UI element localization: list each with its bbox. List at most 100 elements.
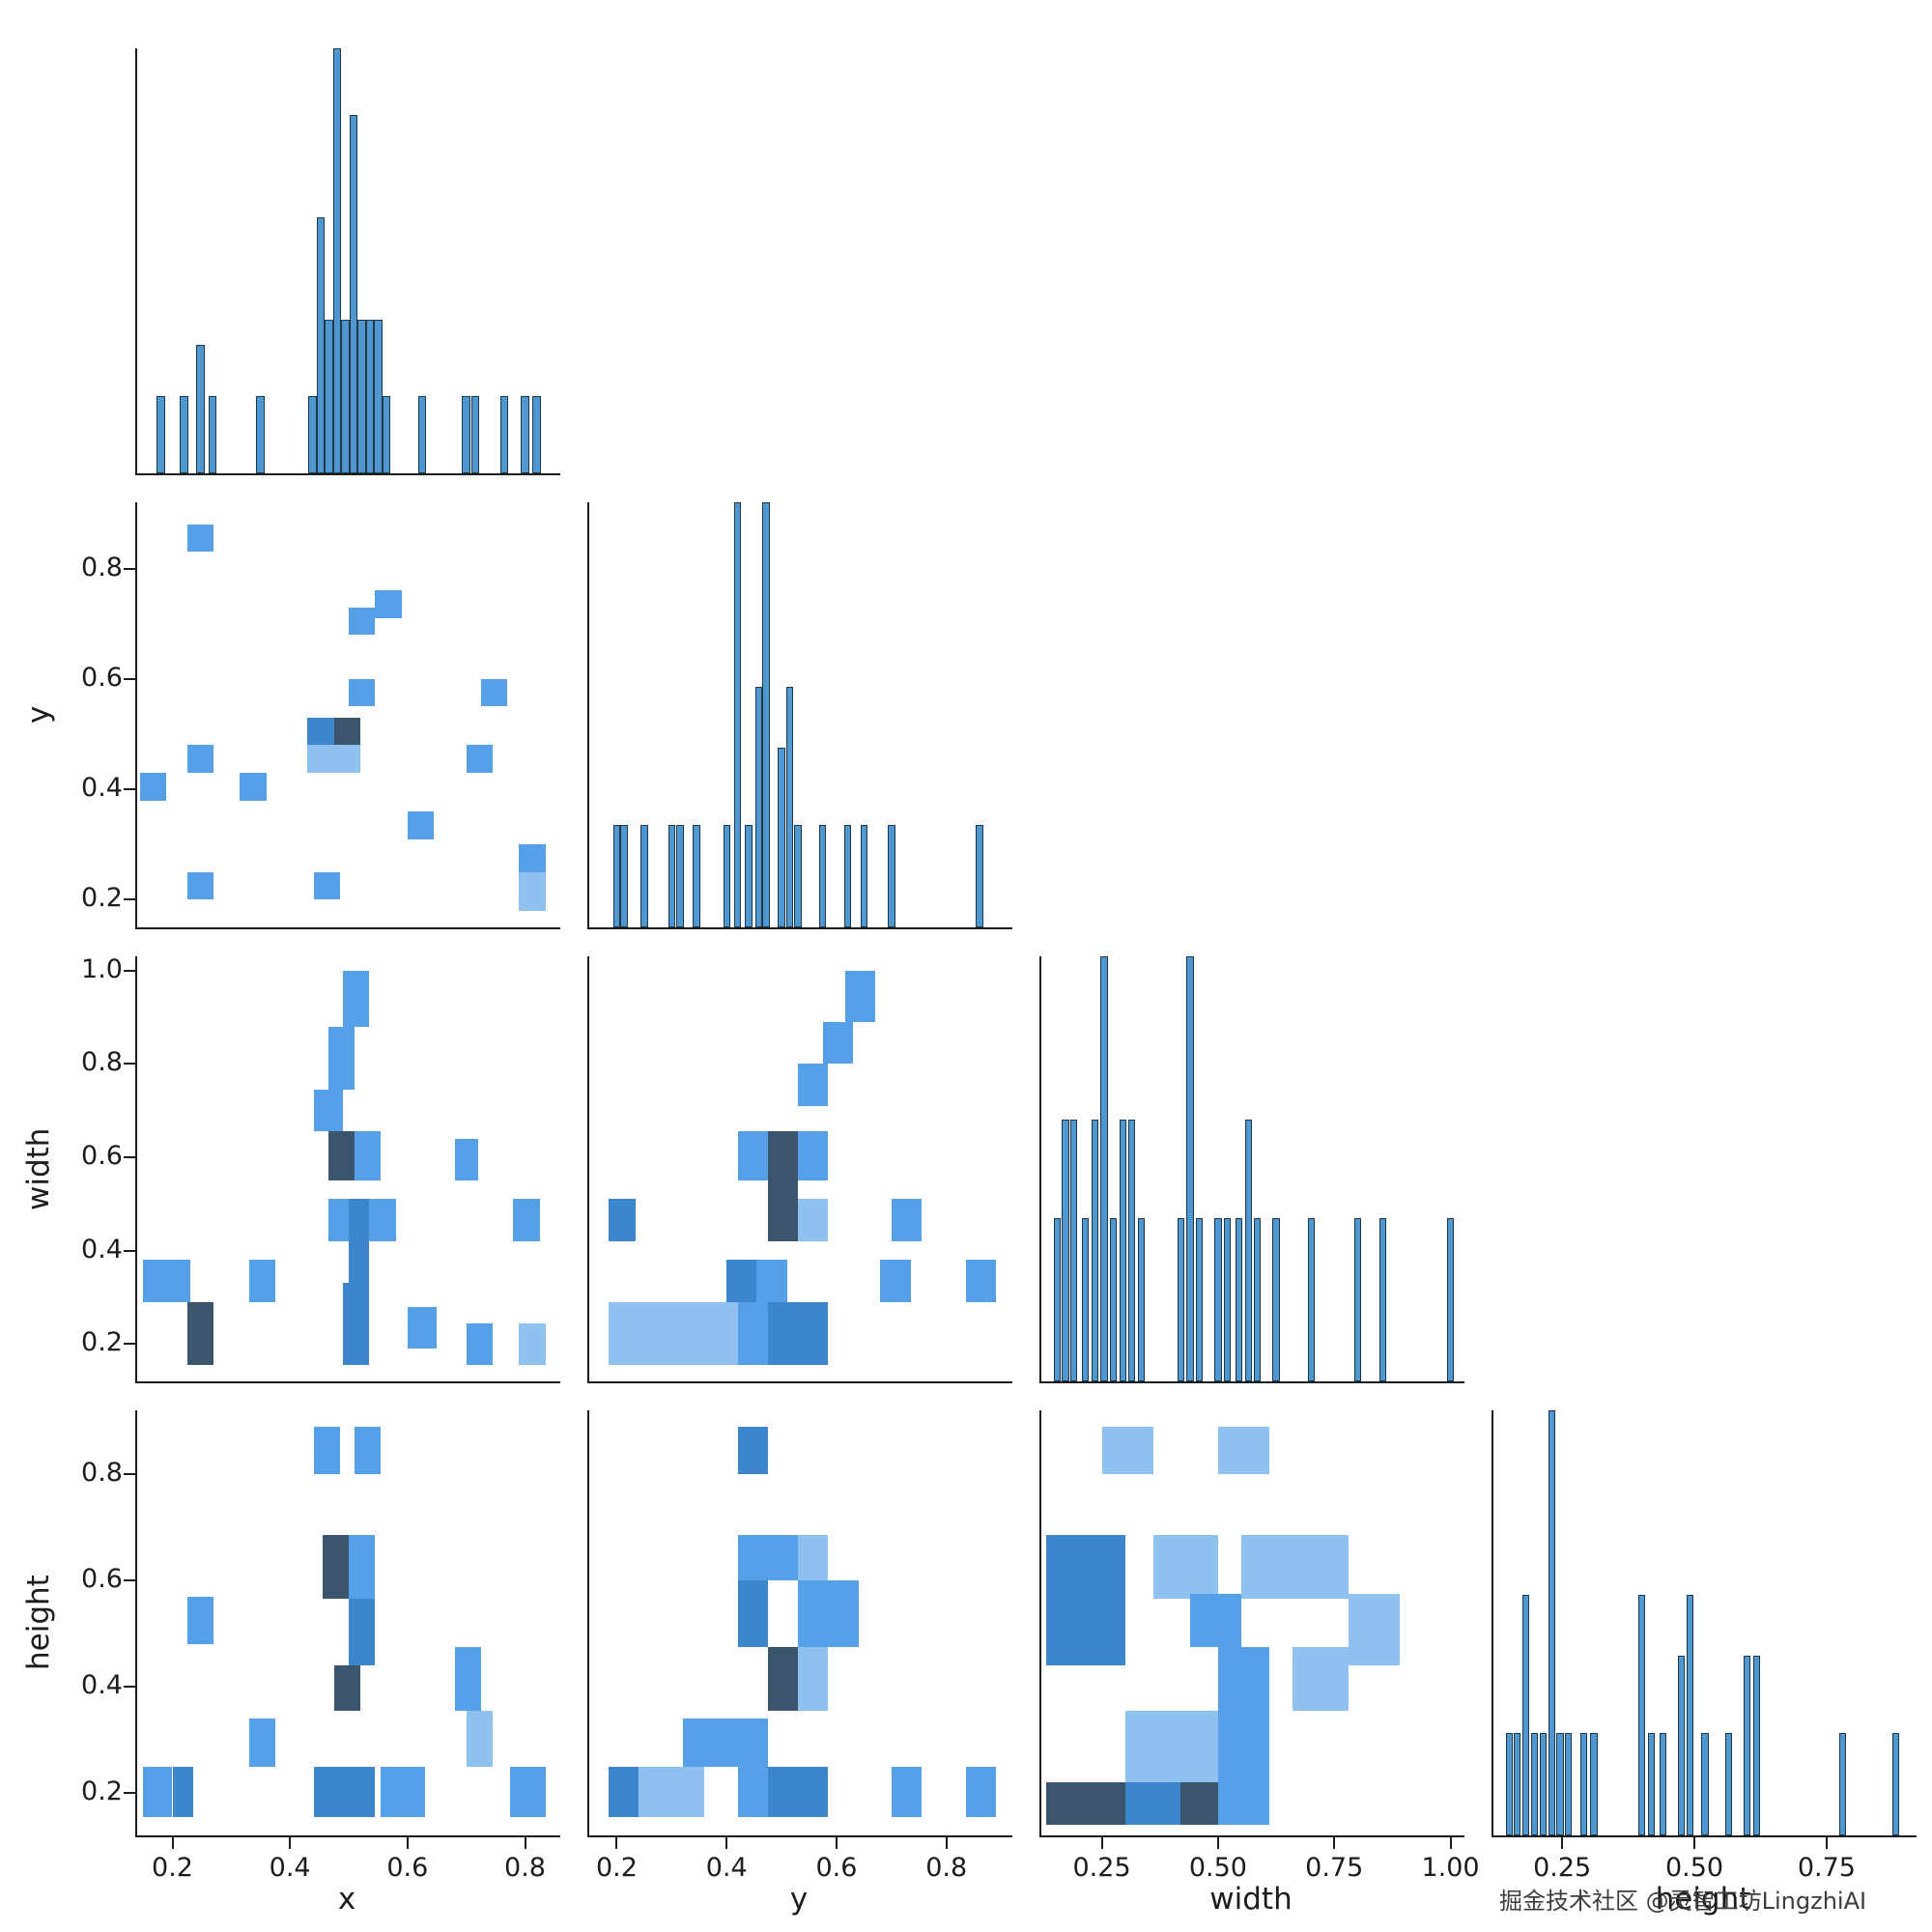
histogram-bar — [745, 824, 753, 927]
panel-hist2d-height-vs-width: 0.25 0.50 0.75 1.00 — [1039, 1410, 1480, 1883]
hist2d-cell — [333, 1665, 361, 1711]
x-tick-label: 0.2 — [152, 1853, 193, 1883]
x-tick — [1333, 1835, 1336, 1849]
histogram-bar — [754, 686, 762, 927]
histogram-bar — [1119, 1120, 1126, 1381]
histogram-bar — [785, 686, 794, 927]
y-axis-label-width: width — [21, 1127, 56, 1210]
y-tick-label: 1.0 — [81, 953, 123, 984]
y-axis-label-y: y — [21, 705, 56, 724]
x-axis-label-height: height — [1655, 1882, 1751, 1917]
hist2d-cell — [798, 1535, 829, 1580]
hist2d-cell — [327, 1131, 355, 1181]
histogram-bar — [308, 396, 317, 473]
histogram-bar — [1446, 1217, 1455, 1381]
hist2d-cell — [466, 1710, 494, 1767]
histogram-bar — [1891, 1732, 1899, 1835]
histogram-bar — [196, 345, 205, 473]
y-tick — [124, 1249, 137, 1252]
hist2d-cell — [349, 1199, 370, 1284]
histogram-bar — [1637, 1594, 1645, 1835]
hist2d-cell — [480, 678, 508, 707]
histogram-bar — [1579, 1732, 1587, 1835]
hist2d-cell — [1217, 1426, 1269, 1474]
hist2d-cell — [608, 1766, 639, 1817]
histogram-bar — [693, 824, 700, 927]
hist2d-cell — [891, 1766, 923, 1817]
hist2d-cell — [248, 1260, 275, 1302]
histogram-bar — [1647, 1732, 1655, 1835]
histogram-bar — [374, 319, 383, 473]
hist2d-cell — [248, 1719, 275, 1767]
hist2d-cell — [767, 1301, 799, 1366]
hist2d-cell — [186, 1301, 214, 1366]
y-tick-label: 0.2 — [81, 883, 123, 914]
hist2d-cell — [454, 1138, 478, 1181]
hist2d-cell — [313, 1766, 349, 1817]
y-axis-label-height: height — [21, 1575, 56, 1671]
histogram-bar — [1701, 1732, 1709, 1835]
hist2d-cell — [307, 745, 334, 773]
hist2d-cell — [1045, 1535, 1125, 1665]
histogram-bar — [349, 114, 358, 473]
histogram-bar — [676, 824, 684, 927]
x-tick — [289, 1835, 292, 1849]
panel-hist2d-width-vs-x: 0.2 0.4 0.6 0.8 1.0 — [81, 954, 560, 1383]
hist2d-cell — [726, 1260, 757, 1302]
y-tick — [124, 677, 137, 680]
histogram-bar — [1177, 1217, 1184, 1381]
histogram-bar — [316, 216, 326, 473]
histogram-bar — [462, 396, 470, 473]
hist2d-cell — [767, 1766, 829, 1817]
histogram-bar — [1070, 1120, 1078, 1381]
histogram-bar — [1307, 1217, 1315, 1381]
y-tick — [124, 1792, 137, 1794]
histogram-bar — [976, 824, 983, 927]
histogram-bar — [382, 396, 391, 473]
hist2d-cell — [186, 1596, 214, 1644]
histogram-bar — [341, 319, 350, 473]
y-tick — [124, 1686, 137, 1688]
histogram-bar — [499, 396, 509, 473]
histogram-bar — [1254, 1217, 1262, 1381]
histogram-bar — [860, 824, 868, 927]
hist2d-cell — [349, 607, 376, 636]
x-tick-label: 0.8 — [925, 1853, 968, 1883]
panel-hist2d-height-vs-y: 0.2 0.4 0.6 0.8 — [587, 1410, 1012, 1883]
hist2d-cell — [737, 1535, 768, 1580]
y-tick — [124, 1063, 137, 1065]
hist2d-cell — [767, 1180, 799, 1241]
hist2d-cell — [737, 1131, 768, 1181]
hist2d-cell — [313, 1426, 340, 1474]
y-tick — [124, 1155, 137, 1158]
hist2d-cell — [737, 1766, 768, 1817]
histogram-bar — [1054, 1217, 1062, 1381]
x-tick-label: 0.75 — [1305, 1853, 1364, 1883]
histogram-bar — [365, 319, 375, 473]
hist2d-cell — [333, 717, 361, 746]
x-axis-label-width: width — [1209, 1882, 1293, 1917]
hist2d-cell — [1124, 1710, 1218, 1782]
histogram-bar — [1196, 1217, 1204, 1381]
histogram-bar — [1128, 1120, 1136, 1381]
x-axis-label-y: y — [789, 1882, 809, 1917]
hist2d-cell — [333, 745, 361, 773]
x-tick-label: 0.6 — [815, 1853, 858, 1883]
x-tick — [1100, 1835, 1103, 1849]
histogram-bar — [1753, 1656, 1761, 1835]
x-tick-label: 0.25 — [1533, 1853, 1592, 1883]
histogram-bar — [794, 824, 802, 927]
histogram-bar — [778, 748, 785, 927]
hist2d-cell — [828, 1580, 859, 1647]
hist2d-cell — [143, 1766, 173, 1817]
hist2d-cell — [767, 1131, 799, 1181]
y-tick-label: 0.4 — [81, 1234, 123, 1264]
histogram-bar — [1556, 1732, 1564, 1835]
hist2d-cell — [172, 1766, 193, 1817]
histogram-bar — [521, 396, 529, 473]
histogram-bar — [620, 824, 628, 927]
hist2d-cell — [798, 1646, 829, 1711]
histogram-bar — [357, 319, 366, 473]
histogram-bar — [1548, 1410, 1555, 1835]
